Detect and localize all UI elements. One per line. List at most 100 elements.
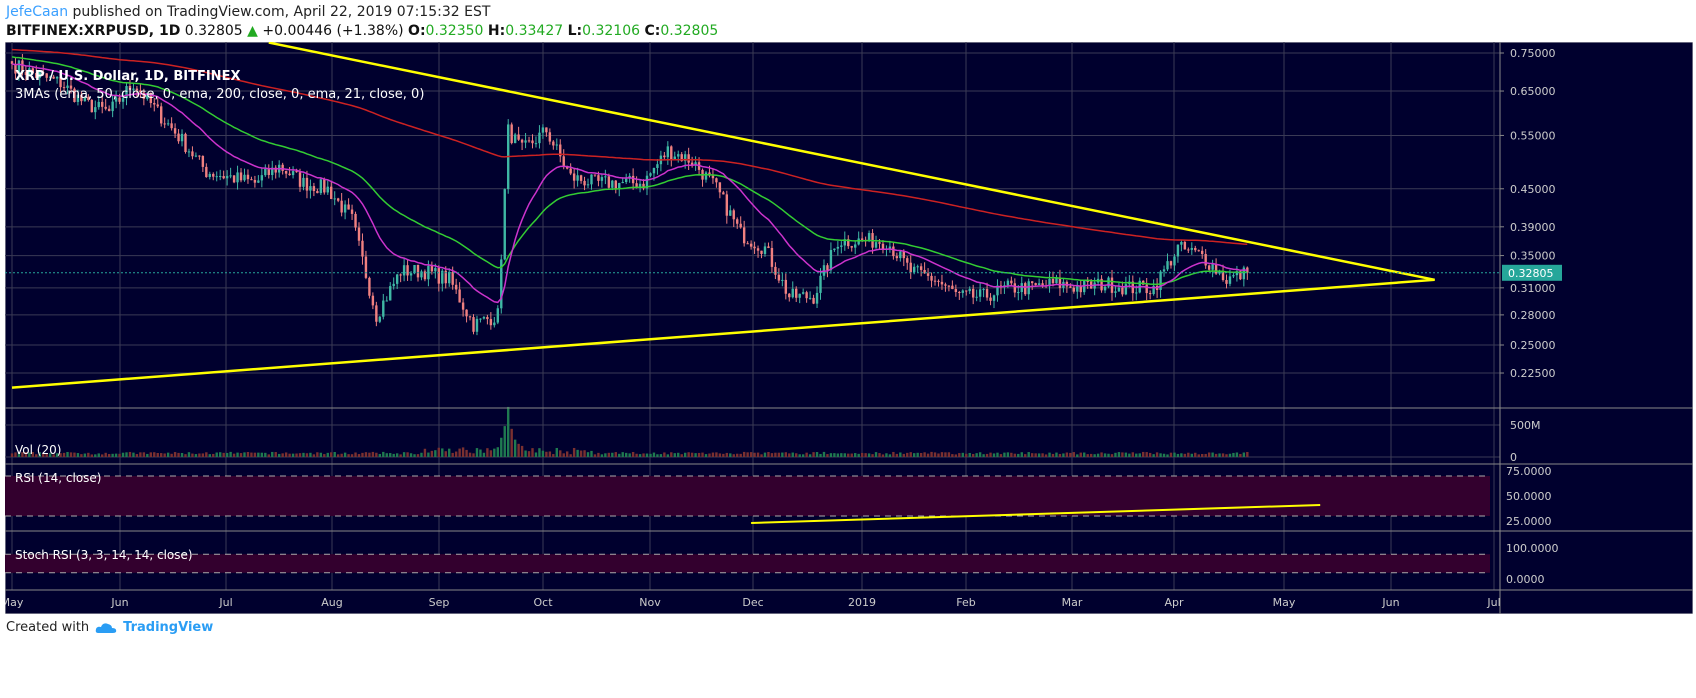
volume-bar bbox=[784, 452, 788, 457]
candle-body bbox=[971, 288, 975, 298]
candle-body bbox=[840, 245, 843, 247]
candle-body bbox=[722, 192, 725, 195]
price-tick-label: 0.28000 bbox=[1510, 309, 1556, 322]
candle-body bbox=[572, 173, 576, 181]
volume-bar bbox=[881, 454, 885, 457]
candle-body bbox=[944, 284, 947, 286]
volume-bar bbox=[520, 445, 524, 457]
volume-bar bbox=[725, 452, 729, 457]
volume-bar bbox=[323, 454, 326, 457]
volume-bar bbox=[239, 453, 243, 457]
volume-bar bbox=[416, 454, 420, 457]
volume-bar bbox=[756, 452, 760, 457]
candle-body bbox=[736, 219, 739, 224]
candle-body bbox=[933, 280, 937, 282]
candle-body bbox=[500, 259, 503, 309]
volume-bar bbox=[399, 454, 402, 457]
volume-bar bbox=[975, 453, 978, 457]
candle-body bbox=[260, 175, 264, 181]
candle-body bbox=[524, 140, 527, 143]
candle-body bbox=[1006, 280, 1010, 286]
high-label: H: bbox=[487, 23, 506, 39]
candle-body bbox=[947, 285, 951, 287]
candle-body bbox=[1124, 284, 1128, 295]
volume-bar bbox=[704, 454, 708, 457]
volume-bar bbox=[507, 406, 510, 457]
open-value: 0.32350 bbox=[425, 23, 484, 39]
candle-body bbox=[323, 179, 326, 193]
volume-bar bbox=[885, 453, 888, 457]
volume-bar bbox=[413, 454, 416, 457]
price-chart[interactable]: May Jun Jul Aug Sep Oct Nov Dec 2019 Feb Mar Apr May… bbox=[5, 42, 1693, 614]
candle-body bbox=[1017, 292, 1020, 294]
volume-label: Vol (20) bbox=[15, 443, 61, 457]
volume-bar bbox=[347, 454, 350, 457]
candle-body bbox=[985, 289, 989, 298]
author-link[interactable]: JefeCaan bbox=[6, 4, 69, 20]
time-tick-label: May bbox=[1273, 596, 1296, 609]
candle-body bbox=[350, 209, 354, 214]
volume-bar bbox=[1065, 452, 1069, 457]
candle-body bbox=[739, 223, 742, 228]
candle-body bbox=[461, 302, 465, 310]
candle-body bbox=[149, 92, 152, 104]
volume-bar bbox=[732, 454, 735, 457]
volume-bar bbox=[593, 454, 597, 457]
volume-bar bbox=[319, 452, 323, 457]
candle-body bbox=[330, 186, 333, 199]
candle-body bbox=[791, 288, 794, 298]
volume-bar bbox=[1006, 452, 1010, 457]
volume-bar bbox=[1242, 452, 1246, 457]
volume-bar bbox=[1089, 453, 1093, 457]
candle-body bbox=[1166, 261, 1169, 270]
candle-body bbox=[1232, 275, 1235, 277]
up-triangle-icon: ▲ bbox=[247, 23, 258, 39]
volume-bar bbox=[843, 453, 846, 457]
candle-body bbox=[513, 134, 517, 144]
candle-body bbox=[1176, 244, 1180, 257]
volume-bar bbox=[919, 452, 923, 457]
candle-body bbox=[402, 265, 406, 276]
candle-body bbox=[1235, 271, 1239, 276]
volume-bar bbox=[694, 453, 697, 457]
volume-bar bbox=[382, 451, 385, 457]
candle-body bbox=[142, 92, 146, 99]
volume-bar bbox=[232, 453, 236, 457]
candle-body bbox=[600, 177, 604, 181]
volume-bar bbox=[1086, 454, 1089, 457]
volume-bar bbox=[1034, 453, 1037, 457]
candle-body bbox=[28, 68, 31, 75]
candle-body bbox=[989, 297, 992, 301]
candle-body bbox=[666, 146, 670, 158]
volume-bar bbox=[208, 454, 211, 457]
candle-body bbox=[90, 99, 94, 113]
candle-body bbox=[101, 101, 104, 107]
volume-bar bbox=[1131, 452, 1135, 457]
candle-body bbox=[1169, 261, 1173, 266]
volume-bar bbox=[895, 453, 899, 457]
volume-bar bbox=[309, 452, 312, 457]
volume-bar bbox=[569, 454, 572, 457]
candle-body bbox=[48, 76, 52, 78]
volume-bar bbox=[624, 452, 628, 457]
volume-bar bbox=[937, 453, 940, 457]
volume-bar bbox=[819, 453, 822, 457]
tradingview-link[interactable]: TradingView bbox=[123, 620, 214, 635]
candle-body bbox=[395, 274, 399, 284]
price-tick-label: 0.55000 bbox=[1510, 129, 1556, 142]
candle-body bbox=[1034, 283, 1037, 286]
volume-bar bbox=[448, 448, 451, 457]
candle-body bbox=[1041, 283, 1044, 286]
candle-body bbox=[1072, 287, 1076, 292]
candle-body bbox=[111, 101, 114, 112]
candle-body bbox=[205, 166, 208, 178]
volume-bar bbox=[638, 454, 642, 457]
candle-body bbox=[295, 171, 298, 173]
volume-bar bbox=[434, 450, 437, 457]
candle-body bbox=[45, 73, 48, 78]
volume-bar bbox=[1194, 452, 1197, 457]
candle-body bbox=[21, 60, 24, 73]
volume-bar bbox=[763, 452, 767, 457]
candle-body bbox=[798, 293, 801, 298]
volume-bar bbox=[559, 450, 562, 457]
